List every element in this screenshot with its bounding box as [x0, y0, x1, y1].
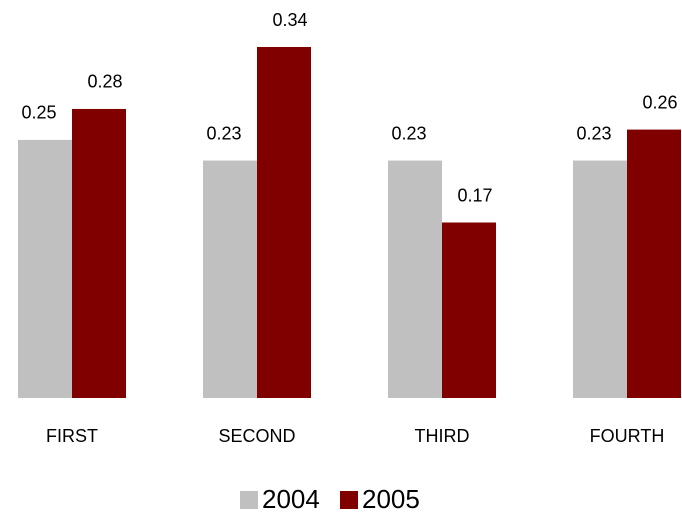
- bar: [203, 160, 257, 398]
- bar: [257, 47, 311, 398]
- data-label: 0.17: [457, 185, 492, 205]
- data-label: 0.23: [391, 123, 426, 143]
- data-label: 0.26: [642, 92, 677, 112]
- bar: [388, 160, 442, 398]
- x-tick-label: THIRD: [415, 426, 470, 446]
- bar: [573, 160, 627, 398]
- bar: [18, 139, 72, 399]
- legend-label: 2004: [262, 484, 320, 514]
- data-label: 0.28: [87, 72, 122, 92]
- bar: [72, 108, 126, 399]
- data-label: 0.25: [21, 103, 56, 123]
- x-tick-label: FOURTH: [590, 426, 665, 446]
- x-tick-label: FIRST: [46, 426, 98, 446]
- legend-swatch: [340, 491, 358, 509]
- x-tick-label: SECOND: [218, 426, 295, 446]
- legend-label: 2005: [362, 484, 420, 514]
- bar: [627, 129, 681, 398]
- data-label: 0.34: [272, 10, 307, 30]
- bar: [442, 222, 496, 398]
- data-label: 0.23: [206, 123, 241, 143]
- data-label: 0.23: [576, 123, 611, 143]
- legend-swatch: [240, 491, 258, 509]
